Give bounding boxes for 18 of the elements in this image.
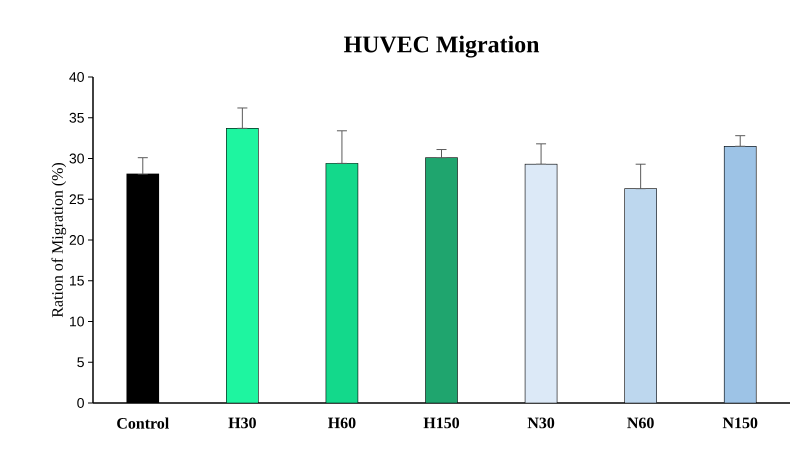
y-tick-label: 5 [77,357,84,368]
y-tick-label: 0 [77,398,84,408]
y-tick-label: 40 [69,72,84,82]
x-tick-label: N30 [528,418,554,428]
chart-title: HUVEC Migration [344,36,540,58]
x-tick-label: H60 [328,418,356,428]
y-tick-label: 20 [70,235,84,245]
y-axis-title: Ration of Migration (%) [51,162,66,318]
x-tick-label: H30 [228,418,256,428]
y-tick-label: 30 [69,154,84,164]
y-tick-label: 25 [70,194,84,204]
y-tick-label: 15 [70,276,84,286]
x-tick-label: H150 [424,418,460,428]
x-tick-label: N150 [722,418,758,428]
y-tick-label: 10 [70,316,84,326]
x-tick-label: Control [117,418,169,429]
y-tick-label: 35 [69,112,84,123]
x-tick-label: N60 [627,418,654,428]
